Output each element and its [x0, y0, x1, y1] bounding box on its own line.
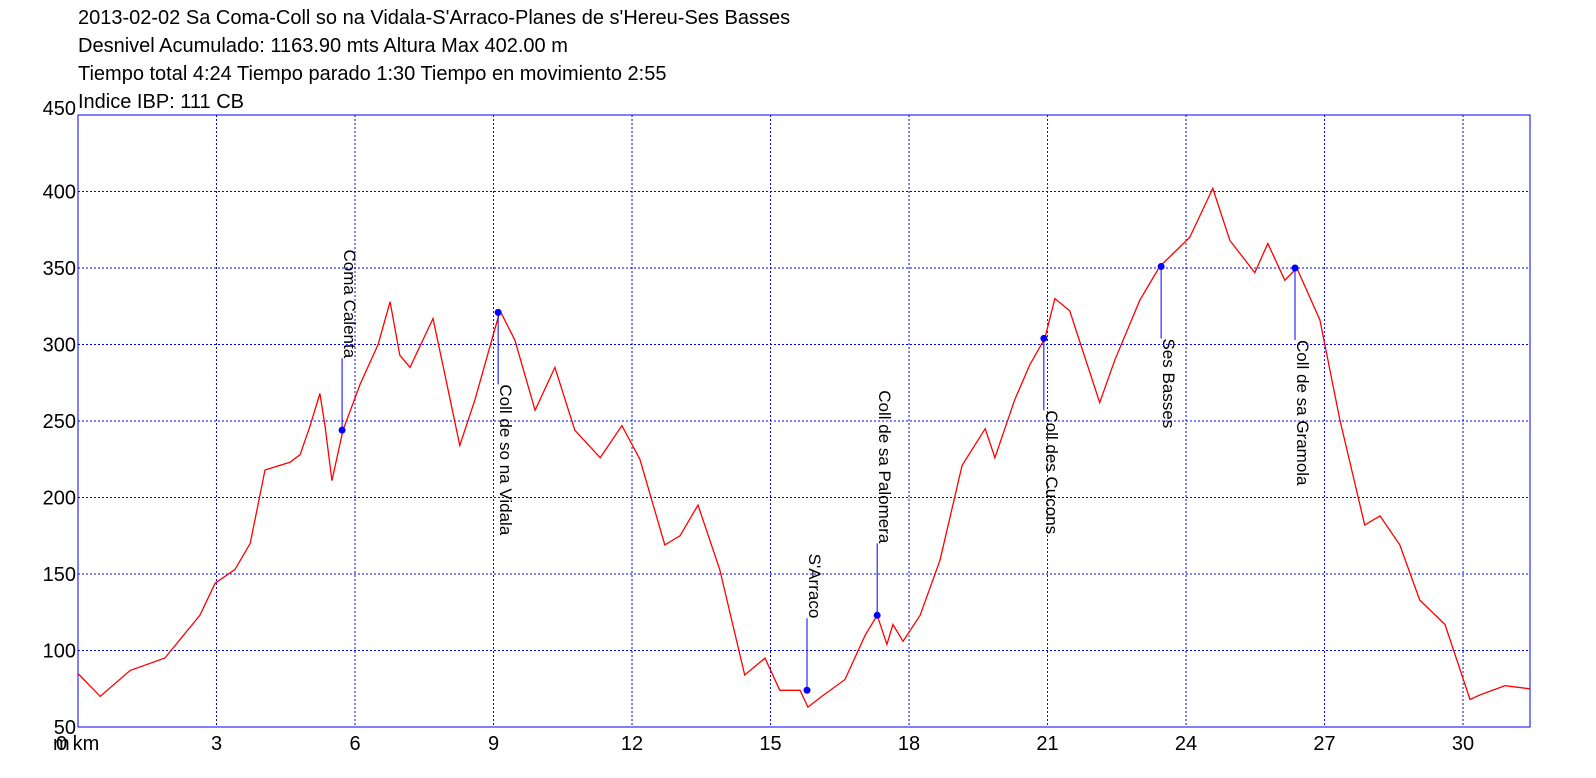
waypoint	[1291, 264, 1299, 272]
y-tick-label: 450	[43, 98, 76, 120]
x-tick-label: 18	[898, 733, 920, 755]
waypoint	[1157, 262, 1165, 270]
y-tick-label: 400	[43, 182, 76, 204]
elevation-line	[77, 186, 1531, 709]
chart-title: 2013-02-02 Sa Coma-Coll so na Vidala-S'A…	[78, 7, 790, 29]
y-tick-label: 250	[43, 411, 76, 433]
x-tick-label: 9	[488, 733, 499, 755]
y-tick-label: 50	[54, 717, 76, 739]
waypoint	[494, 308, 502, 316]
waypoint-label: Ses Basses	[1159, 338, 1178, 428]
x-tick-label: 30	[1452, 733, 1474, 755]
x-tick-label: 27	[1313, 733, 1335, 755]
y-tick-label: 350	[43, 258, 76, 280]
y-tick-label: 300	[43, 335, 76, 357]
x-tick-label: 24	[1175, 733, 1197, 755]
y-tick-label: 100	[43, 641, 76, 663]
waypoint-label: S'Arraco	[805, 554, 824, 619]
waypoint-label: Coll de so na Vidala	[496, 384, 515, 535]
y-tick-label: 150	[43, 564, 76, 586]
waypoint-label: Coll de sa Palomera	[875, 390, 894, 544]
waypoint	[873, 611, 881, 619]
x-tick-label: 12	[621, 733, 643, 755]
plot-frame	[77, 114, 1531, 728]
waypoint-label: Coma Calenta	[340, 250, 359, 359]
x-tick-label: 15	[759, 733, 781, 755]
waypoint-label: Coll de sa Gramola	[1293, 340, 1312, 486]
waypoint-label: Coll des Cucons	[1042, 410, 1061, 534]
x-tick-label: 21	[1036, 733, 1058, 755]
waypoint	[803, 686, 811, 694]
y-unit: m	[53, 733, 70, 755]
x-tick-label: 0 km	[56, 733, 99, 755]
waypoint	[1040, 334, 1048, 342]
info-line: Tiempo total 4:24 Tiempo parado 1:30 Tie…	[78, 63, 667, 85]
x-tick-label: 3	[211, 733, 222, 755]
waypoint	[338, 426, 346, 434]
info-line: Desnivel Acumulado: 1163.90 mts Altura M…	[78, 35, 568, 57]
x-tick-label: 6	[349, 733, 360, 755]
y-tick-label: 200	[43, 488, 76, 510]
info-line: Indice IBP: 111 CB	[78, 91, 244, 113]
